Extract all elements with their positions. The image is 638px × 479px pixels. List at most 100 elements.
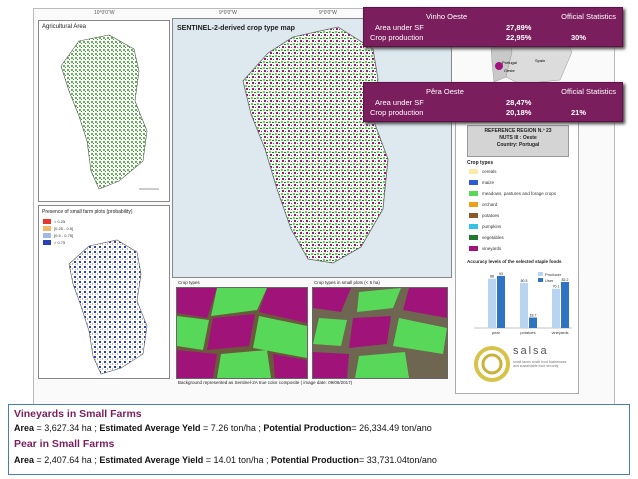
ref-region-line: NUTS III : Oeste xyxy=(499,135,537,141)
legend-swatch xyxy=(43,240,51,246)
vineyards-heading: Vineyards in Small Farms xyxy=(14,408,142,420)
small-farm-probability-panel: Presence of small farm plots (probabilit… xyxy=(38,205,170,379)
summary-segment: = 3,627.34 ha ; xyxy=(34,423,100,433)
agricultural-area-map xyxy=(60,34,159,190)
bar-vineyards-producer xyxy=(552,288,560,328)
legend-swatch xyxy=(43,233,51,239)
probability-legend-item: > 0.75 xyxy=(43,239,73,246)
bar-value-label: 18.7 xyxy=(530,314,537,318)
stat-row-value: 27,89% xyxy=(506,23,532,32)
stat-row-label: Area under SF xyxy=(375,23,424,32)
summary-segment: = 26,334.49 ton/ano xyxy=(351,423,432,433)
probability-map xyxy=(68,239,148,375)
crop-legend-item: orchard xyxy=(469,202,497,208)
probability-legend-item: [0.25 - 0.5[ xyxy=(43,225,73,232)
probability-legend-item: < 0.25 xyxy=(43,218,73,225)
crop-legend-item: pumpkins xyxy=(469,224,501,230)
reference-region-header: REFERENCE REGION N.º 23 NUTS III : Oeste… xyxy=(467,125,569,157)
bar-value-label: 88 xyxy=(490,275,494,279)
legend-swatch xyxy=(469,235,478,241)
legend-swatch xyxy=(469,224,478,230)
summary-segment: Potential Production xyxy=(263,423,352,433)
bar-value-label: 93 xyxy=(499,272,503,276)
accuracy-bar-chart: 88 93 pear 80.5 18.7 potatoes 70.182.2 vineyard… xyxy=(474,272,572,335)
chart-legend-label: User xyxy=(545,278,554,283)
salsa-subtitle: small farms small food businesses and su… xyxy=(513,360,567,368)
summary-segment: = 7.26 ton/ha ; xyxy=(200,423,264,433)
crop-type-map-panel: SENTINEL-2-derived crop type map xyxy=(172,18,452,278)
accuracy-title: Accuracy levels of the selected staple f… xyxy=(467,259,562,264)
pear-heading: Pear in Small Farms xyxy=(14,438,115,450)
photo-left-title: Crop types xyxy=(178,280,200,285)
legend-panel xyxy=(455,120,579,394)
bar-potatoes-user xyxy=(529,317,537,328)
summary-segment: = 2,407.64 ha ; xyxy=(34,455,100,465)
stat-row-label: Crop production xyxy=(370,33,424,42)
pear-summary-line: Area = 2,407.64 ha ; Estimated Average Y… xyxy=(14,455,437,465)
legend-swatch xyxy=(469,246,478,252)
crop-legend-item: meadows, pastures and forage crops xyxy=(469,191,556,197)
crop-type-map xyxy=(242,26,389,264)
category-label: potatoes xyxy=(520,330,535,335)
stat-row-label: Crop production xyxy=(370,108,424,117)
agricultural-area-panel: Agricultural Area xyxy=(38,20,170,202)
stat-title: Pêra Oeste xyxy=(426,87,464,96)
legend-swatch xyxy=(469,169,478,175)
summary-segment: = 14.01 ton/ha ; xyxy=(203,455,272,465)
stat-official-header: Official Statistics xyxy=(561,12,616,21)
legend-swatch xyxy=(43,219,51,225)
stat-official-value: 30% xyxy=(571,33,587,42)
stat-row-value: 20,18% xyxy=(506,108,532,117)
crop-types-heading: Crop types xyxy=(467,160,494,166)
inset-label-portugal: Portugal xyxy=(502,60,517,65)
chart-legend-swatch xyxy=(538,278,543,282)
small-plots-photo xyxy=(312,287,448,379)
ref-region-line: Country: Portugal xyxy=(496,142,540,148)
crop-legend-item: potatoes xyxy=(469,213,499,219)
summary-segment: Estimated Average Yeld xyxy=(99,423,201,433)
bar-pear-producer xyxy=(488,278,496,328)
chart-legend-label: Producer xyxy=(545,272,562,277)
stat-title: Vinho Oeste xyxy=(426,12,468,21)
summary-segment: Area xyxy=(14,423,35,433)
background-caption: Background represented as Sentinel-2A tr… xyxy=(178,380,353,385)
coord-label: 9°0'0"W xyxy=(319,10,337,16)
bar-potatoes-producer xyxy=(520,282,528,328)
vineyards-summary-line: Area = 3,627.34 ha ; Estimated Average Y… xyxy=(14,423,432,433)
production-summary-panel: Vineyards in Small Farms Area = 3,627.34… xyxy=(8,404,630,475)
legend-swatch xyxy=(469,191,478,197)
chart-legend-swatch xyxy=(538,272,543,276)
crop-map-title: SENTINEL-2-derived crop type map xyxy=(177,25,295,32)
summary-segment: = 33,731.04ton/ano xyxy=(359,455,437,465)
coord-label: 10°0'0"W xyxy=(94,10,115,16)
pera-oeste-stats: Pêra Oeste Official Statistics Area unde… xyxy=(363,82,623,122)
stat-row-value: 28,47% xyxy=(506,98,532,107)
bar-value-label: 80.5 xyxy=(521,279,528,283)
inset-label-oeste: Oeste xyxy=(504,68,515,73)
legend-swatch xyxy=(469,213,478,219)
summary-segment: Area xyxy=(14,455,35,465)
salsa-wordmark: salsa xyxy=(513,345,549,357)
probability-legend: < 0.25 [0.25 - 0.5[ [0.5 - 0.75[ > 0.75 xyxy=(43,218,73,246)
stat-row-value: 22,95% xyxy=(506,33,532,42)
legend-swatch xyxy=(469,202,478,208)
crop-types-photo xyxy=(176,287,308,379)
legend-swatch xyxy=(43,226,51,232)
small-farm-probability-title: Presence of small farm plots (probabilit… xyxy=(42,209,133,215)
inset-label-spain: Spain xyxy=(535,58,546,63)
vinho-oeste-stats: Vinho Oeste Official Statistics Area und… xyxy=(363,7,623,47)
category-label: pear xyxy=(492,330,501,335)
crop-legend-item: vineyards xyxy=(469,246,501,252)
summary-segment: Estimated Average Yield xyxy=(99,455,204,465)
category-label: vineyards xyxy=(551,330,568,335)
stat-row-label: Area under SF xyxy=(375,98,424,107)
probability-legend-item: [0.5 - 0.75[ xyxy=(43,232,73,239)
bar-vineyards-user xyxy=(561,281,569,328)
legend-swatch xyxy=(469,180,478,186)
photo-right-title: Crop types in small plots (< 5 ha) xyxy=(314,280,380,285)
crop-legend-item: maize xyxy=(469,180,494,186)
crop-legend-item: cereals xyxy=(469,169,497,175)
ref-region-line: REFERENCE REGION N.º 23 xyxy=(484,128,552,134)
summary-segment: Potential Production xyxy=(271,455,360,465)
bar-pear-user xyxy=(497,275,505,328)
